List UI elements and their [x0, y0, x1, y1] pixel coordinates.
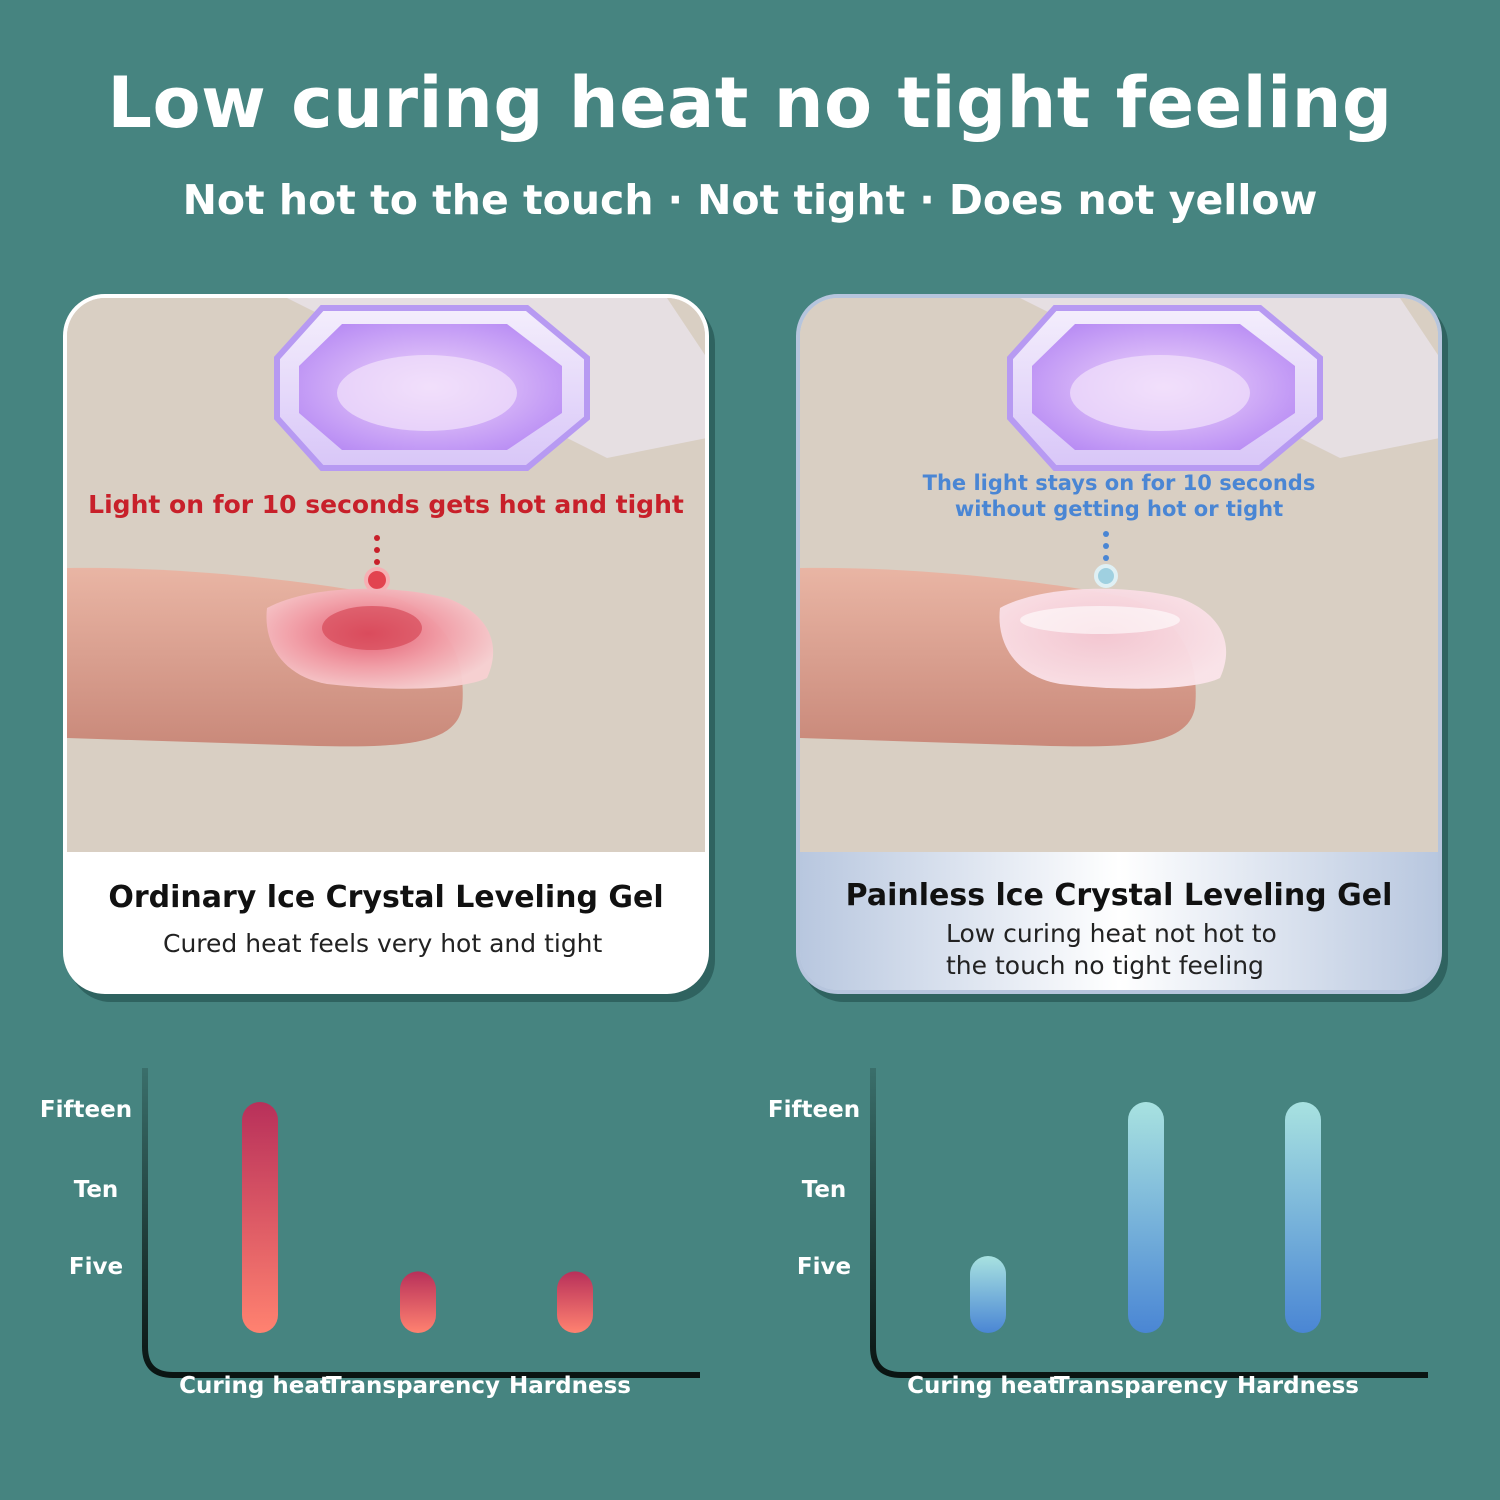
ordinary-gel-caption: Ordinary lce Crystal Leveling Gel Cured …: [67, 852, 705, 990]
ordinary-gel-photo: Light on for 10 seconds gets hot and tig…: [67, 298, 705, 852]
feature-separator: ·: [667, 176, 684, 224]
x-category-label: Transparency: [1054, 1373, 1228, 1399]
bar-hardness: [557, 1271, 593, 1333]
y-axis-line: [870, 1068, 1428, 1378]
feature-list: Not hot to the touch · Not tight · Does not …: [0, 176, 1500, 224]
y-tick-label: Five: [69, 1254, 123, 1280]
y-axis-line: [142, 1068, 700, 1378]
feature-separator: ·: [919, 176, 935, 224]
bar-curing-heat: [970, 1256, 1006, 1333]
painless-gel-photo: The light stays on for 10 seconds withou…: [800, 298, 1438, 852]
painless-gel-caption: Painless lce Crystal Leveling Gel Low cu…: [800, 852, 1438, 990]
uv-lamp-finger-illustration: [67, 298, 705, 852]
y-tick-label: Ten: [74, 1177, 119, 1203]
hot-tight-callout: Light on for 10 seconds gets hot and tig…: [88, 490, 684, 519]
bar-hardness: [1285, 1102, 1321, 1333]
painless-gel-description: Low curing heat not hot to the touch no …: [946, 918, 1277, 982]
uv-lamp-finger-illustration: [800, 298, 1438, 852]
painless-gel-description-line1: Low curing heat not hot to: [946, 919, 1277, 948]
x-category-label: Hardness: [1237, 1373, 1359, 1399]
ordinary-gel-description: Cured heat feels very hot and tight: [163, 929, 603, 958]
x-category-label: Curing heat: [907, 1373, 1059, 1399]
painless-gel-description-line2: the touch no tight feeling: [946, 951, 1264, 980]
x-category-label: Curing heat: [179, 1373, 331, 1399]
page-title: Low curing heat no tight feeling: [107, 62, 1393, 144]
no-hot-callout-line1: The light stays on for 10 seconds: [922, 471, 1316, 495]
bar-transparency: [1128, 1102, 1164, 1333]
painless-gel-title: Painless lce Crystal Leveling Gel: [845, 878, 1393, 913]
painless-gel-card: The light stays on for 10 seconds withou…: [796, 294, 1442, 994]
bar-transparency: [400, 1271, 436, 1333]
x-category-label: Hardness: [509, 1373, 631, 1399]
feature-not-hot: Not hot to the touch: [182, 176, 654, 224]
no-hot-callout: The light stays on for 10 seconds withou…: [800, 470, 1438, 522]
y-tick-label: Five: [797, 1254, 851, 1280]
no-hot-callout-line2: without getting hot or tight: [954, 497, 1284, 521]
y-tick-label: Fifteen: [40, 1097, 132, 1123]
ordinary-gel-card: Light on for 10 seconds gets hot and tig…: [63, 294, 709, 994]
x-category-label: Transparency: [326, 1373, 500, 1399]
feature-no-yellow: Does not yellow: [948, 176, 1318, 224]
feature-not-tight: Not tight: [697, 176, 906, 224]
bar-curing-heat: [242, 1102, 278, 1333]
ordinary-gel-title: Ordinary lce Crystal Leveling Gel: [108, 880, 664, 915]
y-tick-label: Ten: [802, 1177, 847, 1203]
y-tick-label: Fifteen: [768, 1097, 860, 1123]
